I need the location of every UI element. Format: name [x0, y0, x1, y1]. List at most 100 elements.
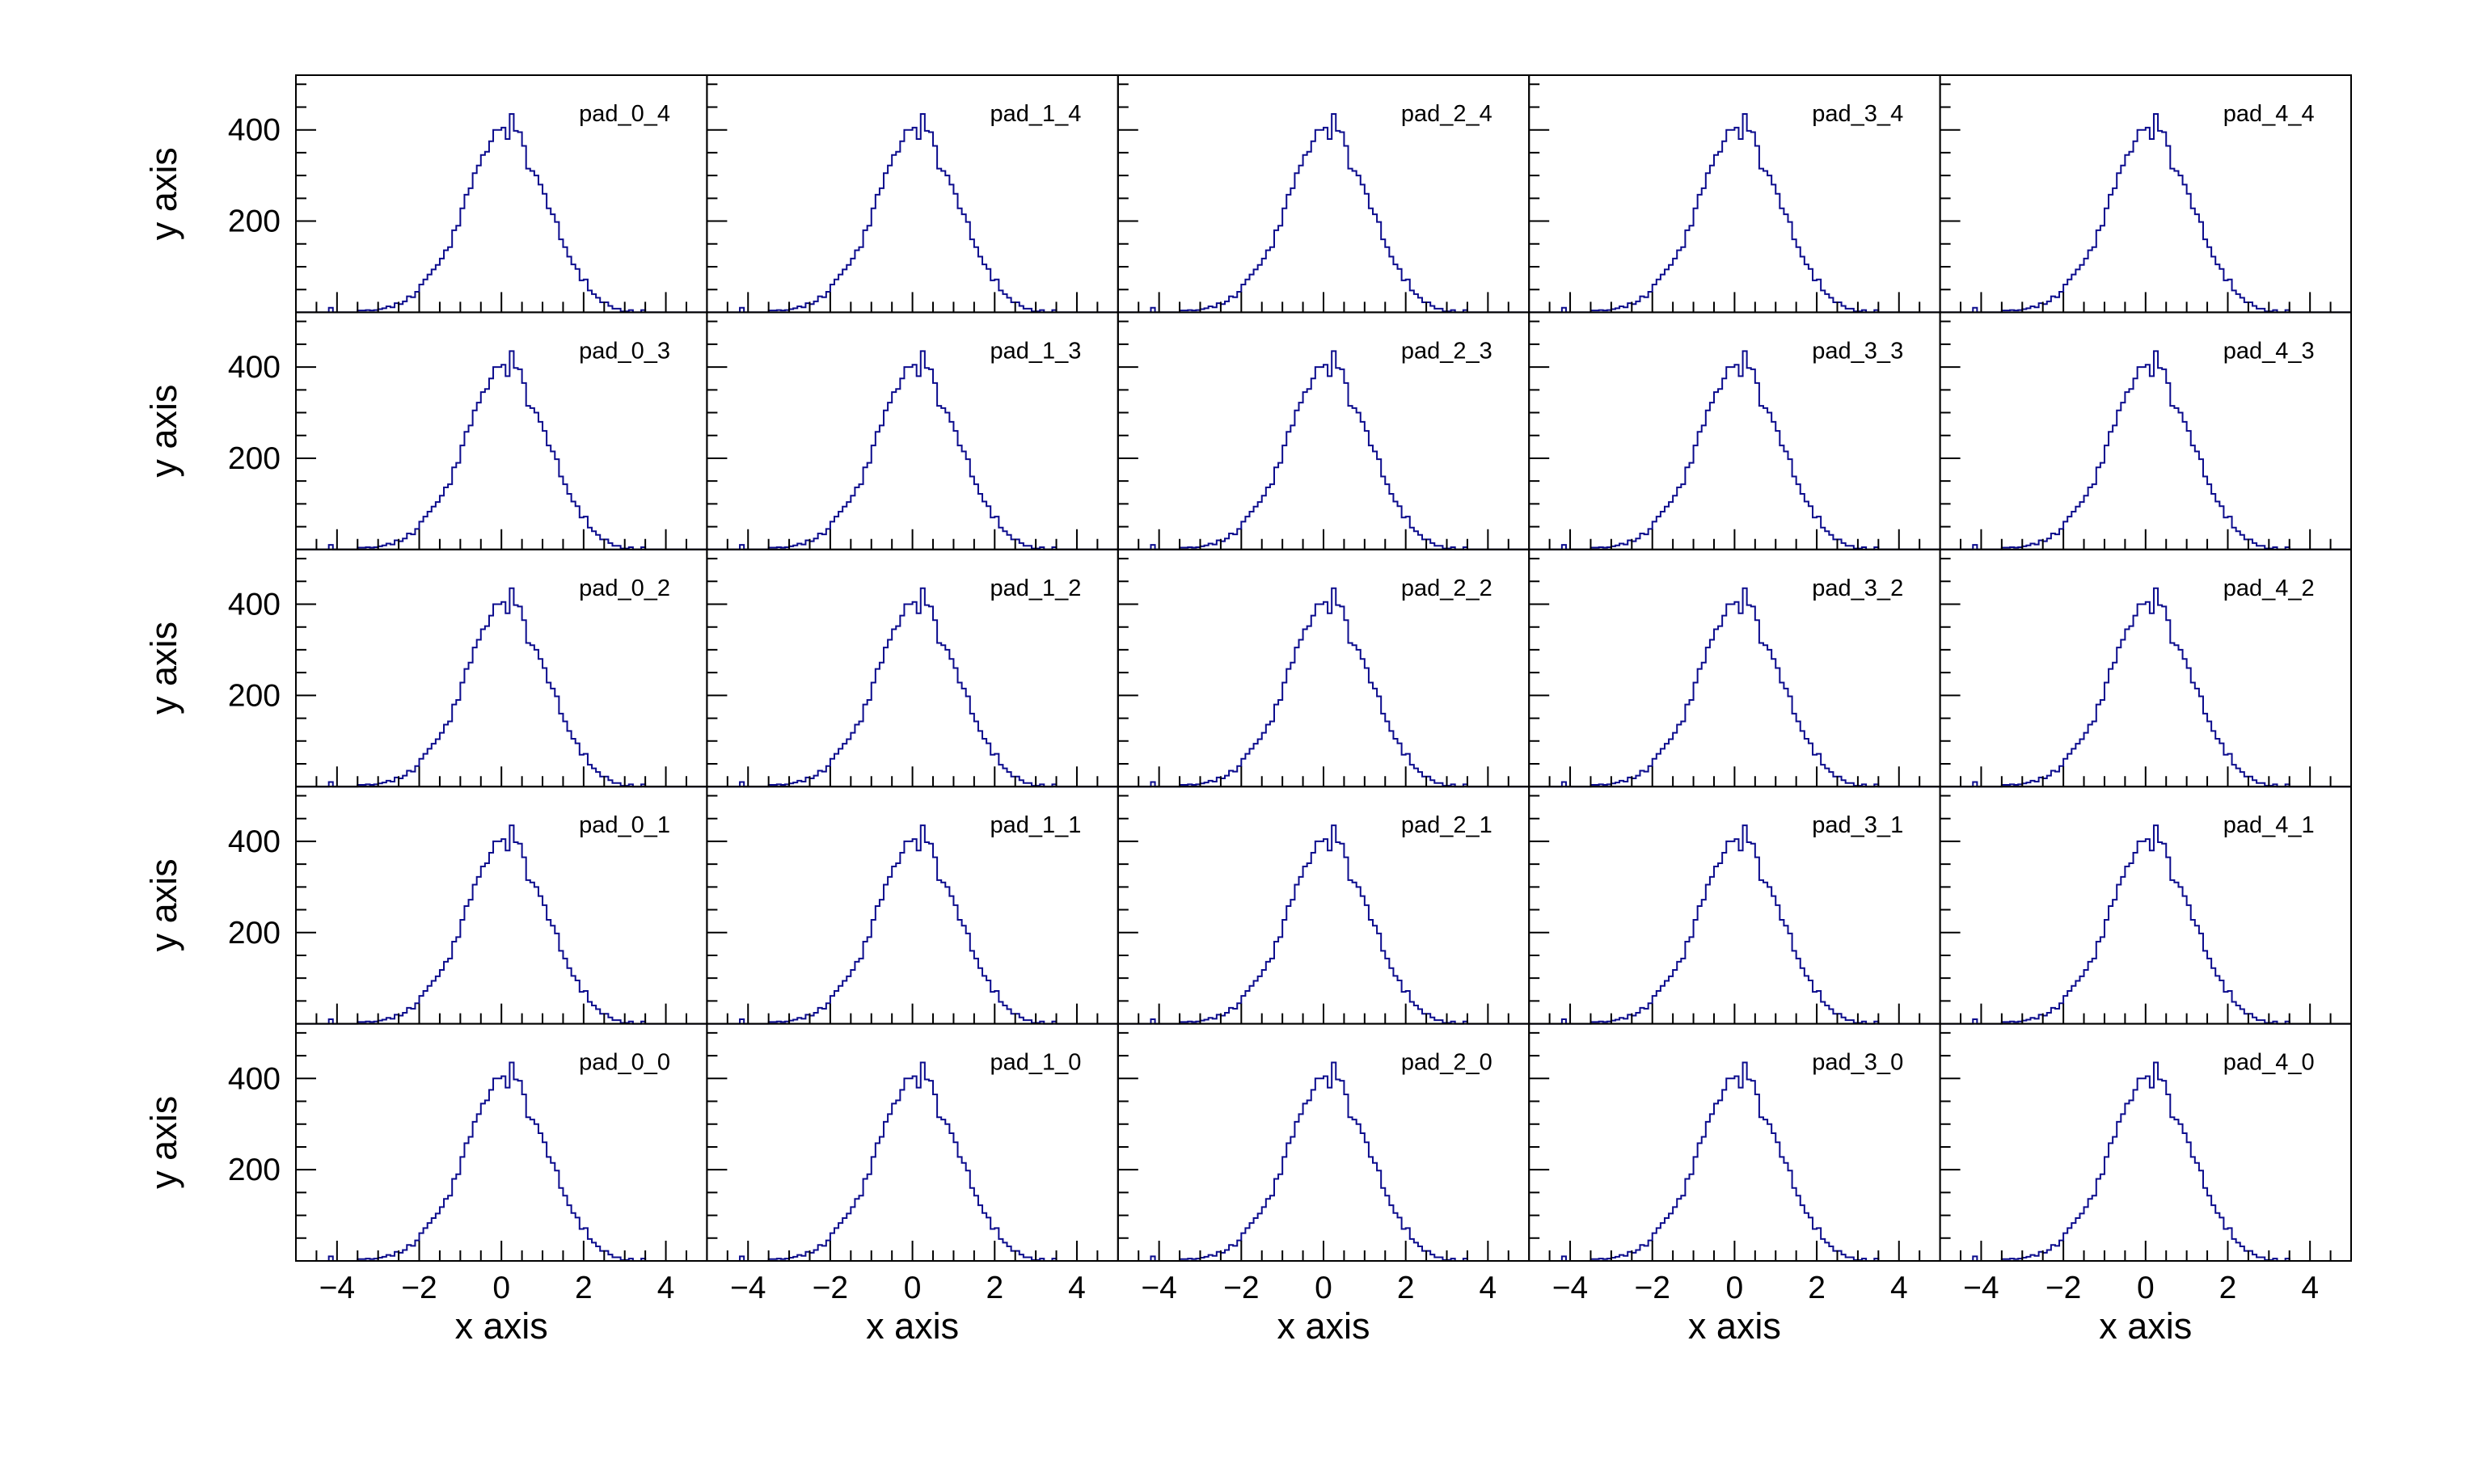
axis-ticks-pad_2_1 [1117, 795, 1509, 1024]
x-tick-label-col1--4: −4 [730, 1271, 766, 1305]
pad-title-label-pad_3_0: pad_3_0 [1812, 1050, 1903, 1076]
pad-pad_3_3: pad_3_3 [1528, 311, 1941, 550]
x-tick-label-col4-2: 2 [2219, 1271, 2237, 1305]
pad-title-label-pad_3_4: pad_3_4 [1812, 101, 1903, 127]
histogram-line-pad_2_2 [1117, 587, 1530, 788]
pad-pad_4_4: pad_4_4 [1939, 74, 2353, 314]
pad-title-label-pad_2_3: pad_2_3 [1401, 338, 1492, 364]
pad-title-label-pad_0_4: pad_0_4 [579, 101, 670, 127]
x-tick-label-col0-4: 4 [657, 1271, 675, 1305]
pad-pad_0_4: pad_0_4 [295, 74, 708, 314]
axis-ticks-pad_4_2 [1940, 558, 2332, 787]
histogram-line-pad_2_4 [1117, 112, 1530, 314]
axis-ticks-pad_4_4 [1940, 83, 2332, 313]
histogram-line-pad_2_0 [1117, 1061, 1530, 1262]
axis-ticks-pad_4_1 [1940, 795, 2332, 1024]
histogram-line-pad_3_1 [1529, 824, 1940, 1025]
x-tick-label-col4-0: 0 [2137, 1271, 2155, 1305]
pad-pad_1_0: pad_1_0 [706, 1022, 1119, 1262]
pad-pad_2_1: pad_2_1 [1117, 786, 1530, 1025]
x-tick-label-col2-4: 4 [1480, 1271, 1497, 1305]
axis-ticks-pad_0_0 [296, 1031, 687, 1261]
pad-pad_1_4: pad_1_4 [706, 74, 1119, 314]
pad-pad_4_0: pad_4_0 [1939, 1022, 2353, 1262]
pad-pad_3_2: pad_3_2 [1528, 548, 1941, 788]
histogram-line-pad_1_4 [707, 112, 1118, 314]
axis-ticks-pad_0_1 [296, 795, 687, 1024]
y-axis-title-row3: y axis [143, 385, 184, 478]
pad-title-label-pad_4_1: pad_4_1 [2223, 812, 2315, 838]
pad-pad_3_1: pad_3_1 [1528, 786, 1941, 1025]
x-tick-label-col4--4: −4 [1963, 1271, 1999, 1305]
axis-ticks-pad_3_4 [1529, 83, 1921, 313]
x-tick-label-col2-2: 2 [1397, 1271, 1415, 1305]
pad-title-label-pad_2_2: pad_2_2 [1401, 575, 1492, 601]
pad-title-label-pad_4_0: pad_4_0 [2223, 1050, 2315, 1076]
x-tick-label-col2-0: 0 [1315, 1271, 1332, 1305]
pad-pad_0_0: pad_0_0 [295, 1022, 708, 1262]
axis-ticks-pad_4_3 [1940, 320, 2332, 550]
axis-ticks-pad_1_0 [707, 1031, 1099, 1261]
axis-ticks-pad_2_4 [1117, 83, 1509, 313]
y-tick-label-row3-400: 400 [228, 350, 281, 385]
y-tick-label-row2-200: 200 [228, 678, 281, 713]
histogram-line-pad_4_3 [1940, 350, 2352, 550]
pad-title-label-pad_0_0: pad_0_0 [579, 1050, 670, 1076]
y-axis-title-row0: y axis [143, 1096, 184, 1189]
pad-title-label-pad_0_1: pad_0_1 [579, 812, 670, 838]
x-tick-label-col3-0: 0 [1726, 1271, 1744, 1305]
x-axis-title-col2: x axis [1277, 1305, 1370, 1347]
histogram-line-pad_0_1 [296, 824, 707, 1025]
pad-title-label-pad_3_2: pad_3_2 [1812, 575, 1903, 601]
x-tick-label-col4--2: −2 [2045, 1271, 2081, 1305]
pad-pad_3_0: pad_3_0 [1528, 1022, 1941, 1262]
histogram-line-pad_0_0 [296, 1061, 707, 1262]
x-tick-label-col0-0: 0 [492, 1271, 510, 1305]
pad-title-label-pad_1_1: pad_1_1 [990, 812, 1081, 838]
histogram-line-pad_4_2 [1940, 587, 2352, 788]
x-tick-label-col1-2: 2 [986, 1271, 1003, 1305]
x-tick-label-col1-0: 0 [904, 1271, 922, 1305]
pad-pad_0_1: pad_0_1 [295, 786, 708, 1025]
y-axis-title-row1: y axis [143, 858, 184, 951]
pad-pad_2_3: pad_2_3 [1117, 311, 1530, 550]
axis-ticks-pad_1_1 [707, 795, 1099, 1024]
histogram-line-pad_0_2 [296, 587, 707, 788]
histogram-line-pad_4_0 [1940, 1061, 2352, 1262]
pad-pad_0_2: pad_0_2 [295, 548, 708, 788]
pad-pad_1_3: pad_1_3 [706, 311, 1119, 550]
pad-pad_2_0: pad_2_0 [1117, 1022, 1530, 1262]
histogram-line-pad_0_3 [296, 350, 707, 550]
x-axis-title-col0: x axis [455, 1305, 548, 1347]
x-tick-label-col3--4: −4 [1552, 1271, 1588, 1305]
pad-title-label-pad_1_4: pad_1_4 [990, 101, 1081, 127]
histogram-line-pad_1_0 [707, 1061, 1118, 1262]
axis-ticks-pad_0_3 [296, 320, 687, 550]
x-axis-title-col1: x axis [866, 1305, 959, 1347]
histogram-line-pad_4_1 [1940, 824, 2352, 1025]
pad-title-label-pad_4_3: pad_4_3 [2223, 338, 2315, 364]
histogram-line-pad_4_4 [1940, 112, 2352, 314]
y-tick-label-row4-400: 400 [228, 113, 281, 148]
pad-pad_0_3: pad_0_3 [295, 311, 708, 550]
pad-pad_1_1: pad_1_1 [706, 786, 1119, 1025]
histogram-line-pad_3_3 [1529, 350, 1940, 550]
x-tick-label-col0--2: −2 [401, 1271, 437, 1305]
pad-pad_4_1: pad_4_1 [1939, 786, 2353, 1025]
y-tick-label-row2-400: 400 [228, 588, 281, 622]
axis-ticks-pad_2_3 [1117, 320, 1509, 550]
y-tick-label-row3-200: 200 [228, 441, 281, 476]
pad-pad_4_3: pad_4_3 [1939, 311, 2353, 550]
y-tick-label-row4-200: 200 [228, 204, 281, 239]
axis-ticks-pad_3_3 [1529, 320, 1921, 550]
pad-title-label-pad_0_2: pad_0_2 [579, 575, 670, 601]
pad-title-label-pad_2_1: pad_2_1 [1401, 812, 1492, 838]
axis-ticks-pad_1_2 [707, 558, 1099, 787]
pad-title-label-pad_2_4: pad_2_4 [1401, 101, 1492, 127]
x-tick-label-col3--2: −2 [1634, 1271, 1670, 1305]
y-tick-label-row0-400: 400 [228, 1061, 281, 1096]
y-tick-label-row1-200: 200 [228, 916, 281, 951]
x-tick-label-col1-4: 4 [1068, 1271, 1086, 1305]
